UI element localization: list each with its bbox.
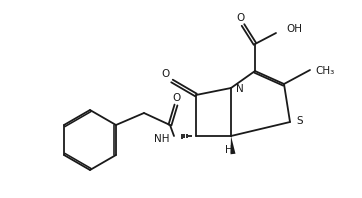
Text: O: O — [162, 69, 170, 79]
Text: H: H — [225, 145, 233, 155]
Polygon shape — [231, 136, 236, 154]
Text: O: O — [237, 13, 245, 23]
Text: CH₃: CH₃ — [315, 66, 334, 76]
Text: N: N — [236, 84, 244, 94]
Text: S: S — [296, 116, 303, 126]
Text: O: O — [173, 93, 181, 103]
Text: OH: OH — [286, 24, 302, 34]
Text: NH: NH — [154, 134, 170, 144]
